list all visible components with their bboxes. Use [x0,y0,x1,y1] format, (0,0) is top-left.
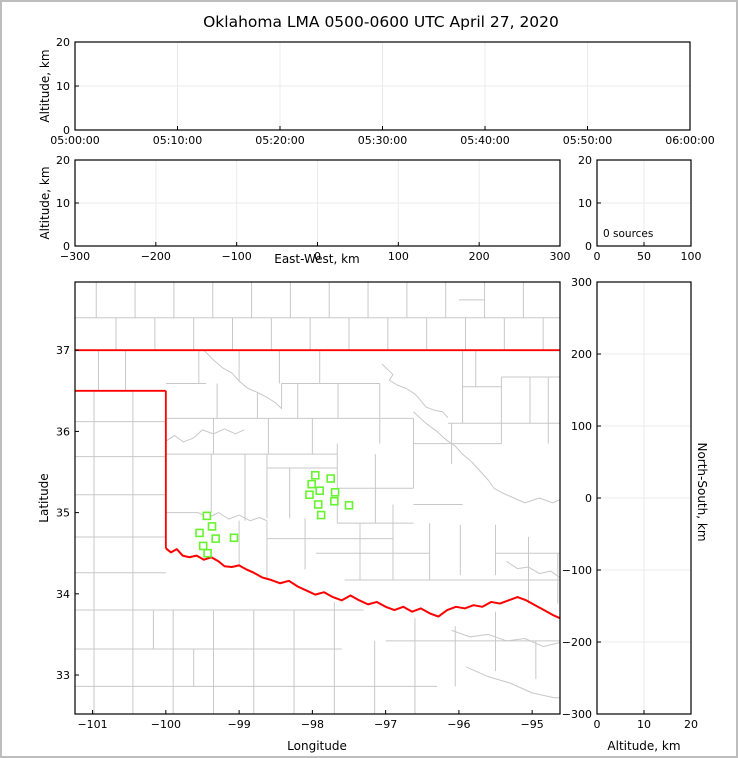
station-marker [305,490,314,500]
tick-label: −100 [151,718,181,731]
tick-label: 0 [63,124,70,137]
station-marker [307,479,316,489]
station-marker [330,488,340,497]
source-count-annotation: 0 sources [603,228,654,240]
panel-frame [596,281,692,715]
county-river-line [165,428,245,443]
station-marker [198,541,208,551]
northsouth-panel-ylabel: North-South, km [695,442,709,542]
station-marker [203,548,212,558]
tick-label: 300 [571,276,592,289]
tick-label: 10 [637,718,651,731]
tick-label: 33 [56,669,70,682]
tick-label: −300 [60,250,90,263]
tick-label: −98 [301,718,324,731]
panel-frame [596,159,692,247]
tick-label: 10 [578,197,592,210]
station-marker [195,528,204,538]
tick-label: 100 [571,420,592,433]
county-river-line [413,411,560,504]
panel-frame [74,41,691,131]
station-marker [330,496,339,506]
tick-label: 100 [681,250,702,263]
tick-label: 05:00:00 [50,134,99,147]
station-marker [229,533,239,543]
tick-label: 20 [56,154,70,167]
tick-label: 0 [63,240,70,253]
tick-label: 0 [314,250,321,263]
county-river-line [466,666,560,699]
station-marker [211,534,220,543]
altitude-panel-xlabel: Altitude, km [607,739,681,753]
station-marker [326,474,335,483]
tick-label: 10 [56,197,70,210]
tick-label: 200 [571,348,592,361]
county-river-line [506,560,560,578]
tick-label: 35 [56,507,70,520]
tick-label: −101 [77,718,107,731]
tick-label: −100 [222,250,252,263]
tick-label: −95 [521,718,544,731]
county-river-line [451,629,560,648]
tick-label: 05:40:00 [460,134,509,147]
tick-label: −97 [374,718,397,731]
map-xlabel: Longitude [287,739,347,753]
tick-label: −300 [562,708,592,721]
panel-frame [74,281,561,715]
tick-label: −200 [141,250,171,263]
tick-label: 20 [684,718,698,731]
station-marker [207,522,217,531]
tick-label: 37 [56,344,70,357]
map-layer-group [75,282,560,714]
station-marker [311,470,320,480]
station-marker [315,486,324,495]
tick-label: 05:10:00 [153,134,202,147]
red-river-line [165,547,560,620]
tick-label: 05:30:00 [358,134,407,147]
eastwest-panel-ylabel: Altitude, km [38,166,52,240]
map-ylabel: Latitude [37,473,51,523]
tick-label: 50 [637,250,651,263]
tick-label: 0 [594,250,601,263]
figure-title: Oklahoma LMA 0500-0600 UTC April 27, 202… [203,13,559,31]
panel-frame [74,159,561,247]
county-river-line [381,363,449,418]
tick-label: 36 [56,425,70,438]
tick-label: 34 [56,588,70,601]
eastwest-panel-xlabel: East-West, km [274,252,360,266]
county-river-line [204,350,283,410]
tick-label: −200 [562,636,592,649]
tick-label: −96 [447,718,470,731]
tick-label: 100 [388,250,409,263]
tick-label: −99 [227,718,250,731]
tick-label: 0 [585,240,592,253]
station-marker [202,511,212,521]
tick-label: 0 [585,492,592,505]
tick-label: 05:50:00 [563,134,612,147]
tick-label: −100 [562,564,592,577]
station-marker [344,501,354,510]
tick-label: 20 [578,154,592,167]
station-marker [313,500,323,509]
tick-label: 200 [469,250,490,263]
tick-label: 300 [550,250,571,263]
tick-label: 0 [594,718,601,731]
station-marker [316,510,326,520]
tick-label: 06:00:00 [665,134,714,147]
tick-label: 05:20:00 [255,134,304,147]
tick-label: 20 [56,36,70,49]
tick-label: 10 [56,80,70,93]
